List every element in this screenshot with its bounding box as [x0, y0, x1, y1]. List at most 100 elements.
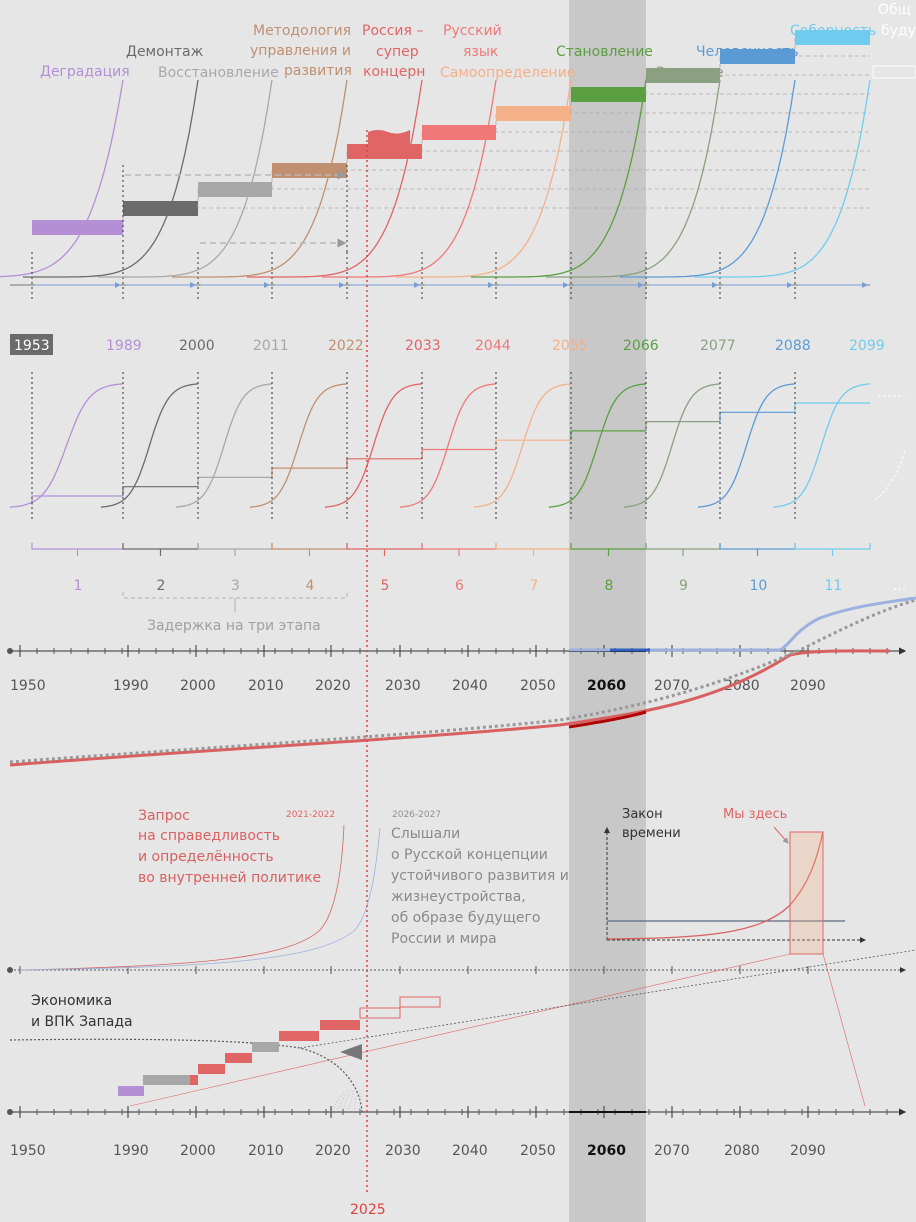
- decade-label: 2030: [385, 678, 421, 694]
- grey-dotted-curve: [9, 598, 916, 764]
- request-block: Запрос на справедливость и определённост…: [138, 808, 321, 886]
- stage-number: 10: [750, 578, 768, 594]
- stage-7-connector: [570, 93, 870, 113]
- law-line-1: Закон: [622, 807, 663, 822]
- year-label: 2055: [552, 338, 588, 354]
- stage-number: 8: [605, 578, 614, 594]
- label-degradation: Деградация: [40, 64, 130, 80]
- stage-6-step: [421, 448, 496, 459]
- stage-number: 9: [679, 578, 688, 594]
- delay-bracket: [122, 592, 348, 599]
- stage-9-step: [645, 421, 720, 431]
- stage-5-s-curve: [324, 383, 423, 508]
- year-label: 2077: [700, 338, 736, 354]
- stage-11-bracket: [794, 543, 871, 550]
- axis-5-origin: [7, 1109, 13, 1115]
- stage-6-connector: [495, 112, 870, 132]
- request-years: 2021-2022: [286, 810, 335, 820]
- heard-years: 2026-2027: [392, 810, 441, 820]
- stage-7-bar: [496, 106, 571, 121]
- stage-number: 11: [825, 578, 843, 594]
- blue-long-curve: [569, 596, 916, 652]
- stage-6-bracket: [421, 543, 497, 550]
- decade-label-bottom: 2030: [385, 1143, 421, 1159]
- s-curve-stages-section: [9, 372, 906, 556]
- hatch-line: [335, 1089, 349, 1113]
- law-of-time-inset: Закон времени Мы здесь: [129, 807, 866, 1107]
- year-label: 2033: [405, 338, 441, 354]
- decade-label-bottom: 1950: [10, 1143, 46, 1159]
- stage-7-s-curve: [473, 383, 572, 508]
- stage-number: 2: [157, 578, 166, 594]
- heard-line-1: Слышали: [391, 826, 460, 842]
- hatch-line: [353, 1089, 358, 1113]
- heard-curve: [19, 827, 381, 971]
- label-humanity: Человечность: [696, 44, 799, 60]
- year-label: 1989: [106, 338, 142, 354]
- stage-5-step: [346, 458, 422, 468]
- label-cutoff-1: Общ: [878, 2, 911, 18]
- axis-origin: [7, 648, 13, 654]
- label-language-1: Русский: [443, 23, 502, 39]
- decade-label-bottom: 2010: [248, 1143, 284, 1159]
- highlight-band: [569, 0, 646, 1222]
- stage-8-bar: [571, 87, 646, 102]
- decade-label: 2020: [315, 678, 351, 694]
- law-line-2: времени: [622, 826, 681, 841]
- heard-line-4: жизнеустройства,: [391, 889, 526, 905]
- next-stage-bar: [872, 65, 916, 79]
- heard-line-2: о Русской концепции: [391, 847, 548, 863]
- stage-number: 5: [381, 578, 390, 594]
- stage-8-step: [570, 430, 646, 440]
- heard-line-6: России и мира: [391, 931, 497, 947]
- exponential-stages-section: [0, 30, 916, 300]
- label-russia-2: супер: [376, 44, 419, 60]
- stair-step-future-2: [399, 996, 441, 1008]
- marker-2025-label: 2025: [350, 1202, 386, 1218]
- label-methodology-2: управления и: [250, 43, 351, 59]
- hatch-line: [341, 1089, 352, 1113]
- label-dismantling: Демонтаж: [126, 44, 204, 60]
- decade-label-bottom: 2050: [520, 1143, 556, 1159]
- label-methodology-3: развития: [284, 63, 352, 79]
- stair-step-4: [198, 1064, 225, 1074]
- year-label: 2099: [849, 338, 885, 354]
- heard-line-5: об образе будущего: [391, 910, 540, 926]
- decade-label-bottom: 2070: [654, 1143, 690, 1159]
- decade-label: 1990: [113, 678, 149, 694]
- stage-7-step: [495, 439, 571, 450]
- stage-3-s-curve: [175, 383, 273, 508]
- decade-axis-section: 1950 1990 2000 2010 2020 2030 2040 2050 2060 2070…: [7, 596, 916, 767]
- stage-1-connector: [122, 207, 870, 227]
- west-economy-curve: [9, 1038, 363, 1113]
- stage-4-step: [271, 467, 347, 478]
- decade-label: 2040: [452, 678, 488, 694]
- zoom-line-right: [822, 953, 866, 1107]
- stage-start-years: 1953 1989 2000 2011 2022 2033 2044 2055 2066 2077…: [10, 334, 885, 355]
- label-sobornost: Соборность: [790, 23, 876, 39]
- decade-label-bottom: 2060: [587, 1143, 626, 1159]
- axis-4-origin: [7, 967, 13, 973]
- heard-block: Слышали о Русской концепции устойчивого …: [391, 826, 569, 947]
- stage-2-bar: [123, 201, 198, 216]
- stage-5-connector: [421, 131, 870, 151]
- decade-label: 2060: [587, 678, 626, 694]
- decade-label: 2000: [180, 678, 216, 694]
- stage-number: 4: [306, 578, 315, 594]
- stair-step-2: [143, 1075, 195, 1085]
- stair-step-1: [118, 1086, 144, 1096]
- flag-icon: [368, 130, 410, 148]
- west-arrow: [340, 1044, 362, 1060]
- stair-step-future-1: [359, 1007, 401, 1019]
- decade-label-bottom: 2040: [452, 1143, 488, 1159]
- stage-number: 3: [231, 578, 240, 594]
- request-line-3: и определённость: [138, 849, 274, 865]
- stage-9-bracket: [645, 543, 721, 550]
- year-label: 2011: [253, 338, 289, 354]
- stair-step-7: [279, 1031, 319, 1041]
- request-curve: [19, 824, 345, 971]
- stage-4-s-curve: [249, 383, 348, 508]
- red-highlight: [568, 710, 647, 729]
- stage-9-s-curve: [623, 383, 721, 508]
